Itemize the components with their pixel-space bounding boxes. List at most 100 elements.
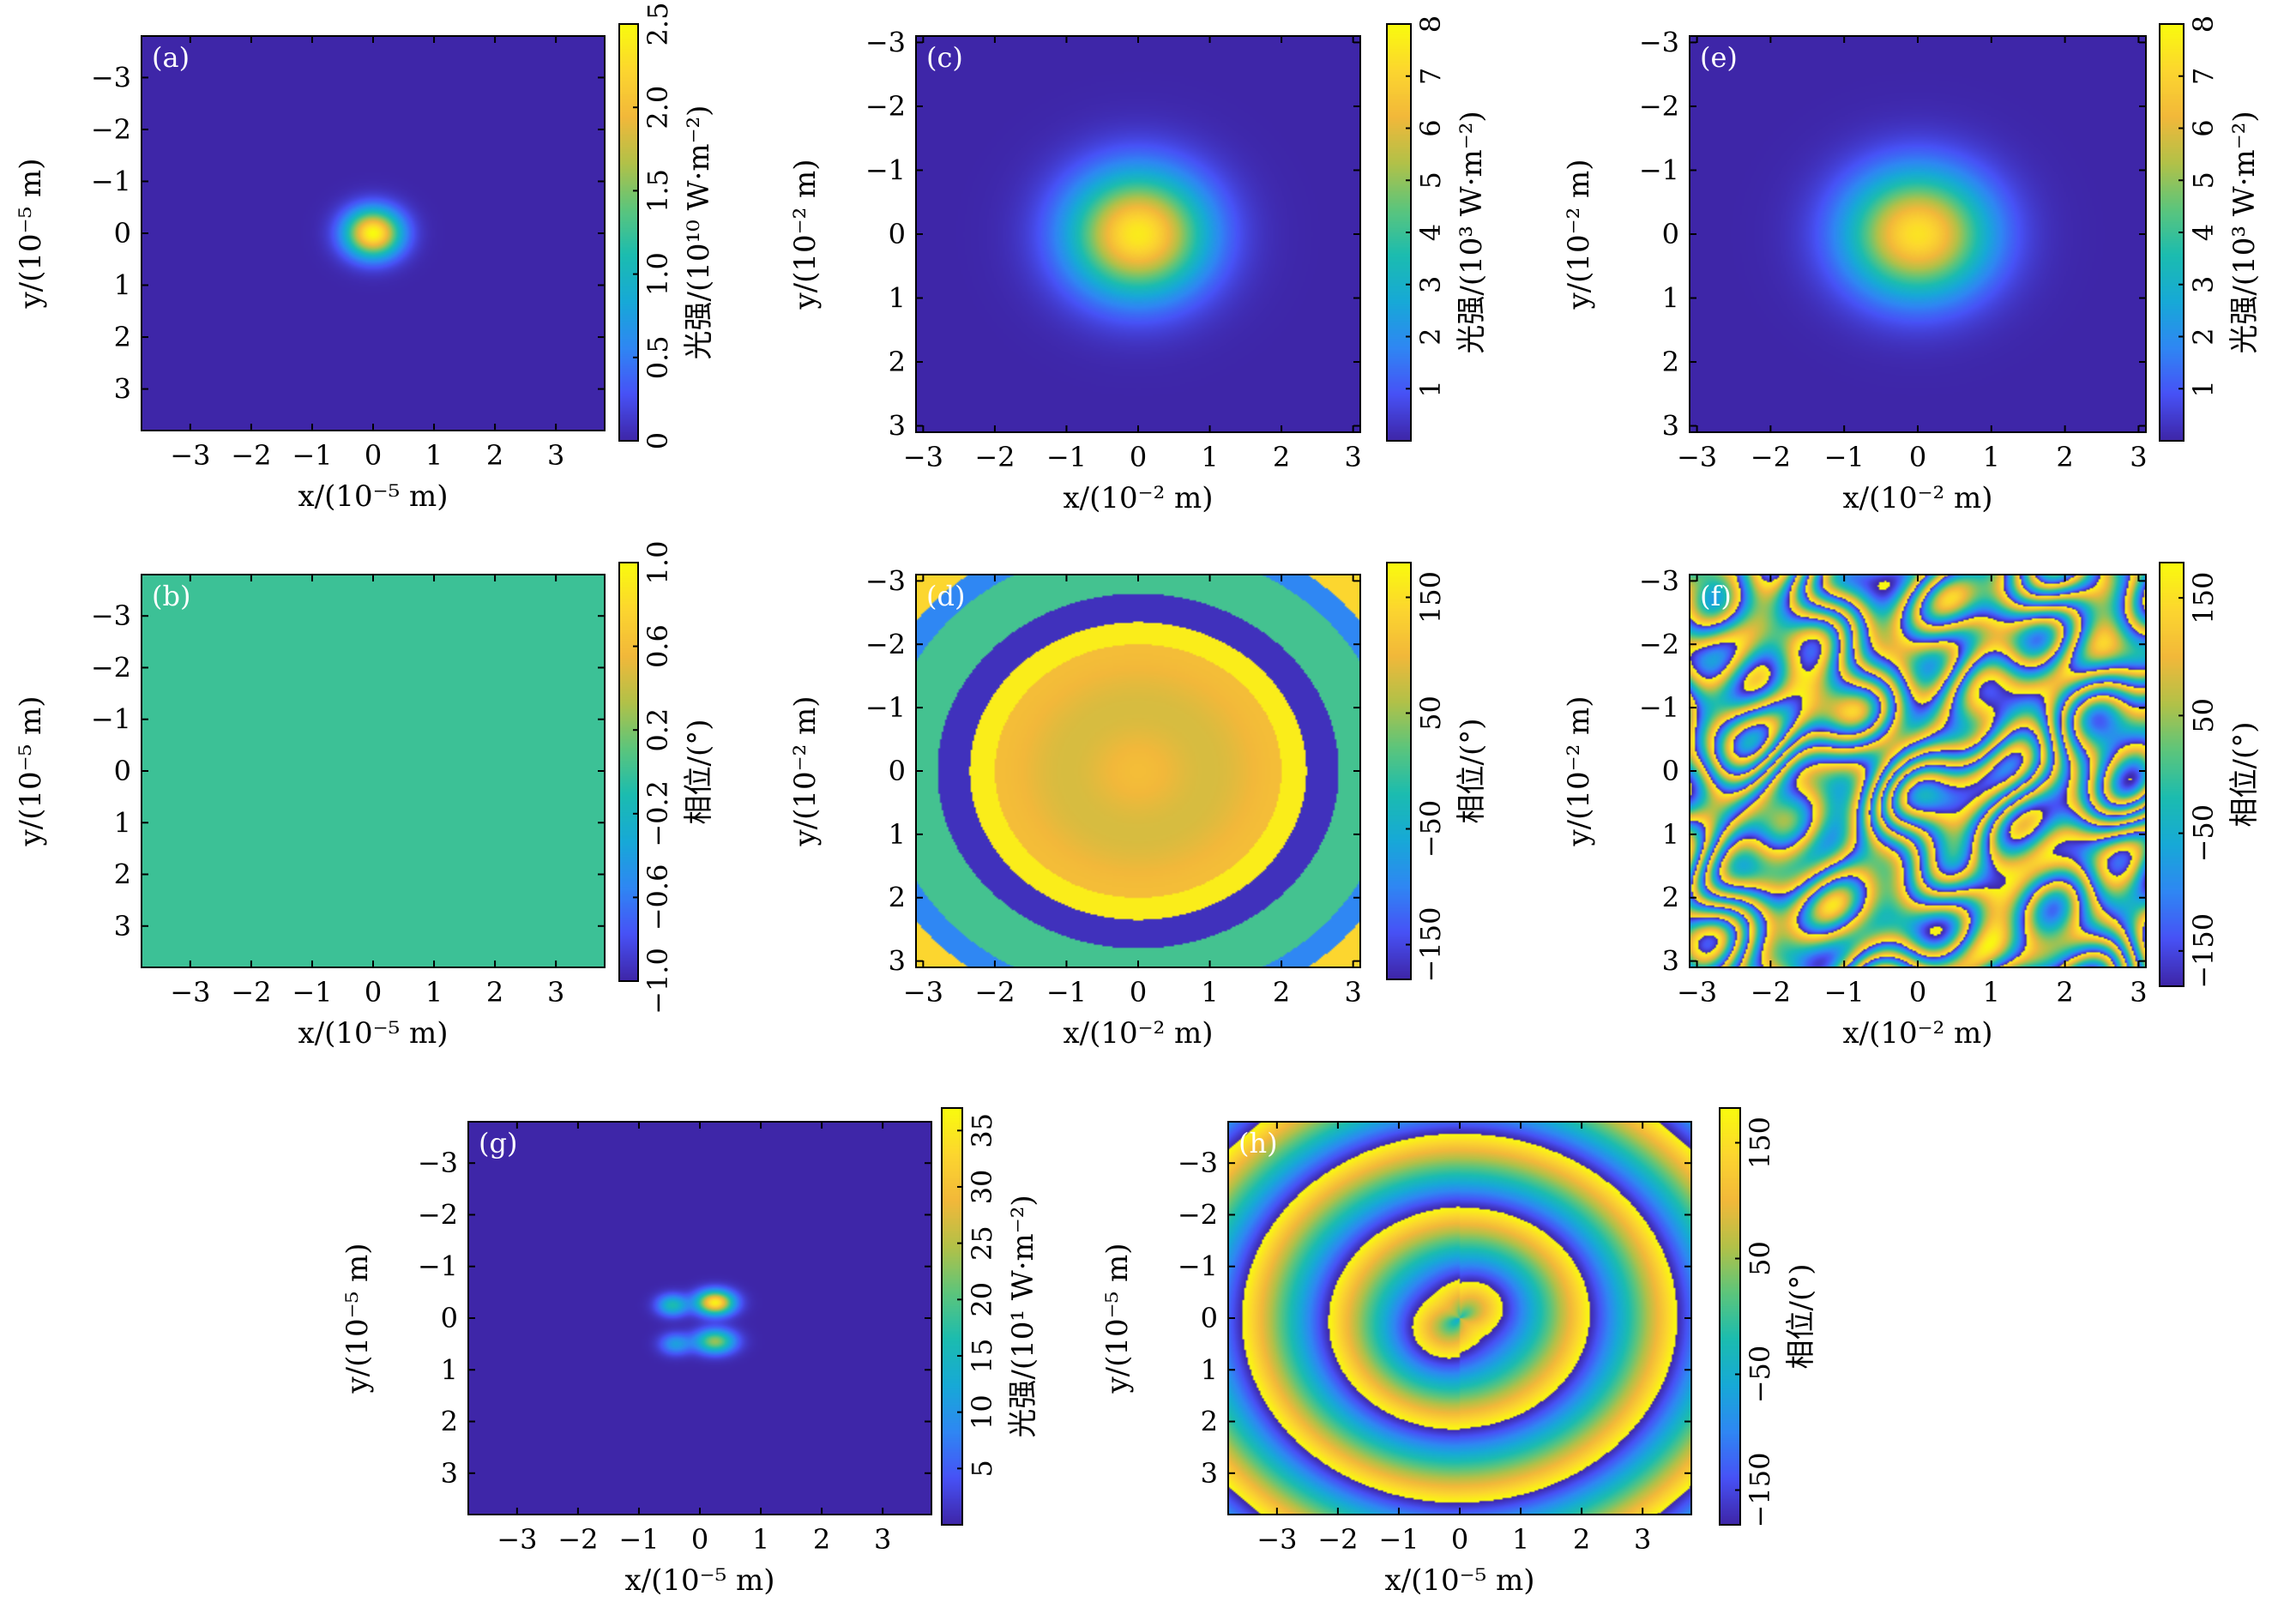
colorbar-tick-label: 1.5 <box>642 169 674 213</box>
x-tick-label: 1 <box>1201 441 1218 473</box>
x-tick-label: −3 <box>903 976 943 1009</box>
y-tick-label: 0 <box>889 755 906 787</box>
y-tick-label: 1 <box>1662 282 1679 315</box>
y-tick-label: −2 <box>1178 1198 1218 1231</box>
colorbar-tick-label: −150 <box>1414 907 1447 983</box>
x-tick-label: 1 <box>1512 1523 1529 1556</box>
colorbar-tick-label: 3 <box>2187 276 2220 293</box>
colorbar-tick-label: 10 <box>966 1394 998 1430</box>
y-tick-label: 3 <box>114 373 131 406</box>
panel-label: (a) <box>152 41 190 74</box>
x-tick-label: −1 <box>292 439 332 472</box>
y-tick-label: 0 <box>1201 1302 1218 1334</box>
colorbar-label: 光强/(10³ W·m⁻²) <box>1455 111 1489 353</box>
y-tick-label: 1 <box>114 269 131 302</box>
y-tick-label: 1 <box>441 1353 458 1386</box>
colorbar-label: 光强/(10¹⁰ W·m⁻²) <box>682 105 716 360</box>
x-tick-label: 0 <box>1909 441 1926 473</box>
heatmap-image <box>916 575 1360 967</box>
colorbar-tick-label: 1.0 <box>642 541 674 585</box>
colorbar-tick-label: 1 <box>1414 380 1447 397</box>
y-tick-label: −3 <box>91 61 131 93</box>
x-tick-label: −2 <box>1751 441 1791 473</box>
colorbar-tick-label: 35 <box>966 1113 998 1148</box>
colorbar-tick-label: −150 <box>1744 1453 1776 1528</box>
y-tick-label: −3 <box>418 1147 458 1179</box>
colorbar-tick-label: 2.5 <box>642 3 674 46</box>
colorbar-tick-label: 50 <box>1414 696 1447 731</box>
x-tick-label: 3 <box>2130 976 2147 1009</box>
y-tick-label: −2 <box>865 90 906 123</box>
y-tick-label: 3 <box>889 410 906 443</box>
x-tick-label: 3 <box>547 976 564 1009</box>
panel-a: −3 −2 −1 0 1 2 3 −3 −2 −1 0 1 2 3 x/(10⁻⁵ m) y/(10⁻⁵ m)… <box>14 3 716 514</box>
panel-label: (f) <box>1700 580 1732 612</box>
x-tick-label: 3 <box>1344 976 1361 1009</box>
heatmap-image <box>1690 36 2146 432</box>
y-tick-label: −1 <box>91 703 131 736</box>
y-axis-label: y/(10⁻² m) <box>788 159 823 310</box>
colorbar-tick-label: 150 <box>1414 571 1447 623</box>
colorbar-frame <box>941 1107 963 1526</box>
colorbar-tick-label: 0.2 <box>642 708 674 752</box>
y-tick-label: 2 <box>441 1406 458 1438</box>
y-tick-label: 2 <box>889 346 906 378</box>
colorbar-label: 相位/(°) <box>1455 719 1489 824</box>
colorbar-frame <box>1719 1107 1741 1526</box>
x-tick-label: −1 <box>1378 1523 1419 1556</box>
x-axis-label: x/(10⁻⁵ m) <box>624 1563 774 1598</box>
x-tick-label: −3 <box>170 439 210 472</box>
x-tick-label: −2 <box>557 1523 598 1556</box>
x-tick-label: −3 <box>170 976 210 1009</box>
colorbar-tick-label: 5 <box>966 1460 998 1477</box>
y-axis-label: y/(10⁻⁵ m) <box>14 158 48 309</box>
y-tick-label: −3 <box>865 564 906 597</box>
y-tick-label: 3 <box>114 910 131 943</box>
x-tick-label: 3 <box>1634 1523 1651 1556</box>
panel-label: (e) <box>1700 41 1738 74</box>
y-tick-label: −1 <box>865 154 906 186</box>
y-tick-label: 1 <box>889 818 906 851</box>
colorbar-tick-label: 0 <box>642 432 674 449</box>
x-tick-label: −1 <box>1824 976 1865 1009</box>
x-tick-label: −1 <box>292 976 332 1009</box>
x-tick-label: 0 <box>1909 976 1926 1009</box>
y-axis-label: y/(10⁻² m) <box>1562 696 1596 846</box>
x-tick-label: 0 <box>365 439 382 472</box>
x-axis-label: x/(10⁻² m) <box>1842 481 1992 515</box>
heatmap-image <box>468 1122 931 1515</box>
panel-h: −3 −2 −1 0 1 2 3 −3 −2 −1 0 1 2 3 x/(10⁻⁵ m) y/(10⁻⁵ m)… <box>1100 1107 1818 1598</box>
x-tick-label: 2 <box>2056 976 2073 1009</box>
x-tick-label: 0 <box>1130 441 1147 473</box>
x-tick-label: −2 <box>1751 976 1791 1009</box>
x-tick-label: 3 <box>2130 441 2147 473</box>
y-tick-label: 0 <box>889 218 906 250</box>
x-tick-label: −1 <box>1824 441 1865 473</box>
x-tick-label: 1 <box>1983 976 2000 1009</box>
colorbar-tick-label: −150 <box>2187 913 2220 989</box>
colorbar-label: 光强/(10³ W·m⁻²) <box>2227 111 2262 353</box>
x-tick-label: 1 <box>425 976 443 1009</box>
y-tick-label: 2 <box>114 858 131 891</box>
x-tick-label: 3 <box>1344 441 1361 473</box>
y-tick-label: −3 <box>1178 1147 1218 1179</box>
y-tick-label: 3 <box>1662 410 1679 443</box>
x-tick-label: −2 <box>231 439 271 472</box>
y-tick-label: 3 <box>441 1457 458 1490</box>
colorbar-frame <box>618 23 639 442</box>
y-tick-label: −2 <box>91 651 131 684</box>
x-axis-label: x/(10⁻² m) <box>1842 1016 1992 1051</box>
x-tick-label: −1 <box>1046 441 1087 473</box>
colorbar-gradient <box>1387 563 1411 979</box>
colorbar-tick-label: 50 <box>2187 698 2220 733</box>
x-tick-label: −1 <box>618 1523 659 1556</box>
x-tick-label: −2 <box>974 441 1015 473</box>
y-axis-label: y/(10⁻² m) <box>1562 159 1596 310</box>
colorbar-gradient <box>1720 1108 1740 1525</box>
colorbar-tick-label: 5 <box>1414 172 1447 189</box>
heatmap-image <box>1228 1122 1691 1515</box>
